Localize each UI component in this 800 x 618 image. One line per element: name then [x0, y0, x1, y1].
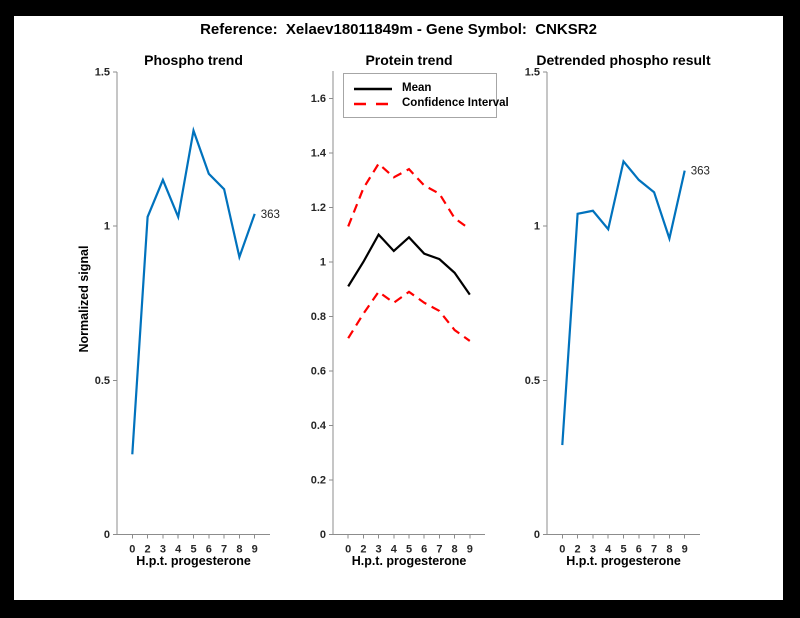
y-tick-label: 0.5	[525, 375, 540, 387]
y-tick-label: 1.6	[311, 93, 326, 105]
y-tick-label: 1.5	[95, 67, 110, 79]
axis-spines	[116, 72, 270, 535]
phospho-x-axis-label: H.p.t. progesterone	[136, 554, 251, 568]
y-tick-label: 0	[104, 529, 110, 541]
protein-trend-plot: 00.20.40.60.811.21.41.60 2 3 4 5 6 7 8 9	[311, 71, 485, 556]
legend-row-ci: Confidence Interval	[353, 96, 509, 111]
y-tick-label: 0	[534, 529, 540, 541]
x-tick-label: 3	[160, 544, 166, 556]
x-tick-label: 8	[236, 544, 242, 556]
x-tick-label: 4	[605, 544, 612, 556]
ci-lower-line	[347, 290, 471, 342]
y-tick-label: 1.4	[311, 147, 327, 159]
axis-spines	[332, 71, 485, 535]
series-end-label: 363	[691, 166, 710, 178]
x-tick-label: 4	[175, 544, 182, 556]
x-tick-label: 7	[221, 544, 227, 556]
y-tick-label: 0.2	[311, 474, 326, 486]
x-tick-label: 0	[345, 544, 351, 556]
x-tick-label: 5	[406, 544, 412, 556]
x-tick-label: 9	[682, 544, 688, 556]
detrended-phospho-line	[561, 158, 686, 446]
x-tick-label: 6	[636, 544, 642, 556]
legend-mean-sample-line	[354, 87, 392, 90]
y-tick-label: 0.8	[311, 311, 326, 323]
y-tick-label: 0	[320, 529, 326, 541]
figure-canvas: Reference: Xelaev18011849m - Gene Symbol…	[14, 16, 783, 600]
axis-spines	[546, 72, 700, 535]
figure-title: Reference: Xelaev18011849m - Gene Symbol…	[200, 21, 597, 38]
x-tick-label: 2	[575, 544, 581, 556]
series-end-label: 363	[261, 209, 280, 221]
legend-ci-sample-line	[354, 102, 392, 105]
y-tick-label: 1	[320, 256, 326, 268]
x-tick-label: 7	[436, 544, 442, 556]
x-tick-label: 2	[360, 544, 366, 556]
detrended-plot-title: Detrended phospho result	[536, 52, 711, 68]
y-tick-label: 1.2	[311, 202, 326, 214]
phospho-trend-line	[131, 126, 256, 455]
x-tick-label: 4	[391, 544, 398, 556]
ci-upper-line	[347, 162, 471, 231]
x-tick-label: 0	[129, 544, 135, 556]
protein-plot-title: Protein trend	[365, 52, 453, 68]
x-tick-label: 8	[666, 544, 672, 556]
x-tick-label: 2	[145, 544, 151, 556]
detrended-x-axis-label: H.p.t. progesterone	[566, 554, 681, 568]
x-tick-label: 6	[206, 544, 212, 556]
x-tick-label: 9	[252, 544, 258, 556]
legend-mean-label: Mean	[402, 82, 432, 94]
legend-row-mean: Mean	[353, 81, 496, 96]
x-tick-label: 7	[651, 544, 657, 556]
y-tick-label: 0.4	[311, 420, 327, 432]
x-tick-label: 8	[452, 544, 458, 556]
x-tick-label: 9	[467, 544, 473, 556]
phospho-plot-title: Phospho trend	[144, 52, 243, 68]
x-tick-label: 3	[590, 544, 596, 556]
y-tick-label: 1.5	[525, 67, 540, 79]
legend: Mean Confidence Interval	[343, 73, 509, 118]
y-tick-label: 0.6	[311, 365, 326, 377]
x-tick-label: 6	[421, 544, 427, 556]
y-tick-label: 1	[534, 221, 540, 233]
x-tick-label: 5	[190, 544, 196, 556]
mean-line	[347, 232, 471, 296]
charts-svg: 00.511.50 2 3 4 5 6 7 8 936300.20.40.60.811.21.4…	[95, 67, 710, 556]
x-tick-label: 5	[620, 544, 626, 556]
x-tick-label: 0	[559, 544, 565, 556]
y-axis-label: Normalized signal	[77, 245, 91, 353]
y-tick-label: 1	[104, 221, 110, 233]
x-tick-label: 3	[376, 544, 382, 556]
y-tick-label: 0.5	[95, 375, 110, 387]
legend-ci-label: Confidence Interval	[402, 97, 509, 109]
protein-x-axis-label: H.p.t. progesterone	[351, 554, 467, 568]
